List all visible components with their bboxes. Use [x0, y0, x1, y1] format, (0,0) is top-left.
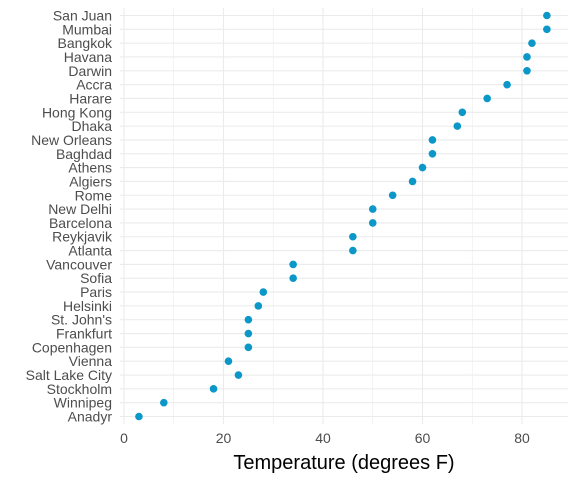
category-label: Atlanta [68, 243, 112, 259]
category-label: Hong Kong [42, 104, 112, 120]
category-label: New Orleans [31, 132, 112, 148]
x-tick-label: 60 [415, 430, 431, 446]
category-label: Bangkok [58, 35, 113, 51]
data-point [349, 232, 357, 241]
x-tick-labels: 0 20 40 60 80 [120, 430, 530, 446]
data-point [254, 302, 263, 310]
category-label: Anadyr [68, 409, 113, 425]
category-label: Stockholm [47, 381, 112, 397]
category-label: Frankfurt [56, 326, 112, 342]
category-label: Darwin [68, 63, 112, 79]
x-tick-label: 20 [216, 430, 232, 446]
data-point [244, 329, 253, 338]
category-label: Sofia [80, 270, 112, 286]
category-label: Paris [80, 284, 112, 300]
data-point [523, 67, 531, 75]
data-point [483, 94, 491, 103]
category-label: Salt Lake City [26, 367, 112, 383]
major-gridlines [120, 8, 568, 424]
category-label: Accra [76, 77, 112, 93]
data-point [368, 219, 377, 227]
data-point [244, 343, 253, 352]
data-point [289, 274, 297, 283]
data-point [458, 108, 467, 117]
data-point [388, 191, 397, 200]
category-label: Harare [69, 90, 112, 106]
data-point [224, 357, 233, 365]
x-tick-label: 40 [315, 430, 331, 446]
data-point [428, 149, 437, 158]
data-point [160, 398, 168, 407]
data-point [259, 288, 268, 296]
data-point [418, 163, 427, 172]
category-label: Dhaka [72, 118, 113, 134]
data-point [234, 371, 243, 379]
category-label: Reykjavik [52, 229, 113, 245]
data-point [428, 136, 437, 144]
data-point [244, 315, 253, 324]
data-point [543, 25, 551, 34]
data-point [135, 412, 143, 421]
x-tick-label: 80 [514, 430, 530, 446]
category-label: Barcelona [49, 215, 112, 231]
category-label: Vancouver [46, 256, 112, 272]
data-point [368, 205, 377, 213]
data-point [528, 39, 536, 47]
x-tick-label: 0 [120, 430, 128, 446]
data-point [523, 53, 531, 61]
data-point [349, 246, 357, 255]
category-label: Baghdad [56, 146, 112, 162]
minor-gridlines [173, 8, 473, 424]
category-label: Winnipeg [54, 395, 112, 411]
category-label: Mumbai [62, 21, 112, 37]
category-label: New Delhi [48, 201, 112, 217]
data-point [503, 80, 511, 89]
category-label: Rome [75, 187, 113, 203]
data-point [289, 260, 297, 269]
category-label: Vienna [69, 353, 113, 369]
data-points [135, 11, 551, 421]
category-label: Havana [64, 49, 112, 65]
category-label: Algiers [69, 173, 112, 189]
data-point [453, 122, 462, 130]
category-label: Helsinki [63, 298, 112, 314]
category-label: St. John's [51, 312, 112, 328]
category-label: Copenhagen [32, 339, 112, 355]
data-point [209, 385, 218, 393]
data-point [408, 177, 417, 186]
category-label: San Juan [53, 8, 112, 24]
x-axis-title: Temperature (degrees F) [233, 452, 454, 474]
data-point [543, 11, 551, 20]
category-label: Athens [68, 160, 112, 176]
